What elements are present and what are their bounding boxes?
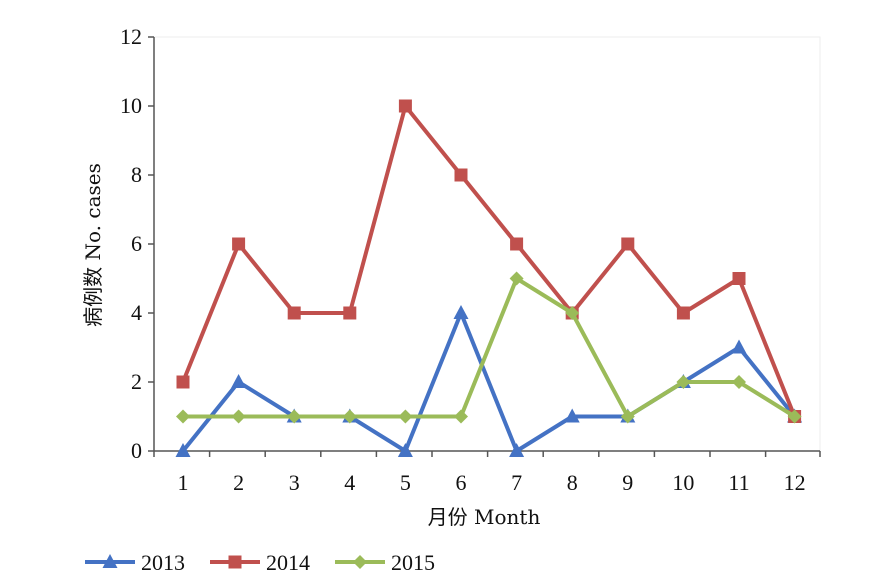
legend: 2013 2014 2015 [85,550,435,575]
y-tick-label: 2 [131,369,142,394]
data-point-2015 [676,375,691,389]
y-tick-label: 8 [131,162,142,187]
x-tick-label: 10 [672,470,694,495]
data-point-2013 [453,305,469,319]
y-axis-title: 病例数 No. cases [81,163,105,327]
data-point-2013 [231,374,247,388]
data-point-2015 [398,409,413,424]
data-point-2015 [732,375,746,389]
legend-item-2013: 2013 [85,550,185,575]
x-tick-label: 2 [233,470,244,495]
series-2015 [176,271,802,424]
legend-label: 2015 [391,550,435,575]
data-point-2014 [676,306,690,320]
x-tick-label: 12 [784,470,806,495]
x-tick-label: 4 [344,470,355,495]
data-point-2014 [454,168,468,182]
data-point-2014 [732,272,746,285]
x-tick-label: 5 [400,470,411,495]
legend-label: 2014 [266,550,310,575]
x-tick-label: 9 [622,470,633,495]
data-point-2014 [287,306,301,320]
data-point-2014 [232,237,246,251]
y-tick-label: 12 [120,24,142,49]
y-tick-label: 4 [131,300,142,325]
data-point-2013 [509,443,525,457]
legend-label: 2013 [141,550,185,575]
x-tick-label: 1 [178,470,189,495]
x-tick-label: 7 [511,470,522,495]
data-point-2013 [175,443,191,457]
data-point-2014 [343,306,357,320]
data-point-2014 [398,99,412,113]
plot-area-border [153,36,821,452]
data-point-2014 [176,375,190,389]
x-tick-label: 8 [567,470,578,495]
legend-marker [228,555,242,569]
x-axis-title: 月份 Month [428,505,541,529]
data-point-2015 [342,409,357,424]
y-tick-label: 10 [120,93,142,118]
data-point-2015 [231,409,246,424]
y-tick-label: 0 [131,438,142,463]
data-point-2013 [397,443,413,457]
x-tick-label: 6 [456,470,467,495]
series-line-2013 [181,311,797,453]
series-line-2015 [181,276,797,419]
data-point-2015 [787,409,802,424]
legend-item-2014: 2014 [210,550,310,575]
x-tick-label: 3 [289,470,300,495]
data-point-2013 [731,339,747,354]
series-2014 [176,99,802,423]
data-point-2015 [454,409,468,424]
y-tick-label: 6 [131,231,142,256]
series-line-2014 [181,104,797,419]
legend-marker [353,555,367,569]
data-point-2015 [509,271,524,286]
legend-marker [102,554,118,568]
legend-item-2015: 2015 [335,550,435,575]
data-point-2015 [620,409,635,424]
series-layer [175,99,803,457]
data-point-2015 [287,409,302,424]
data-point-2015 [176,409,190,424]
x-tick-label: 11 [728,470,749,495]
data-point-2014 [510,237,524,251]
data-point-2015 [565,306,580,320]
data-point-2014 [621,237,635,251]
data-point-2013 [564,408,580,423]
